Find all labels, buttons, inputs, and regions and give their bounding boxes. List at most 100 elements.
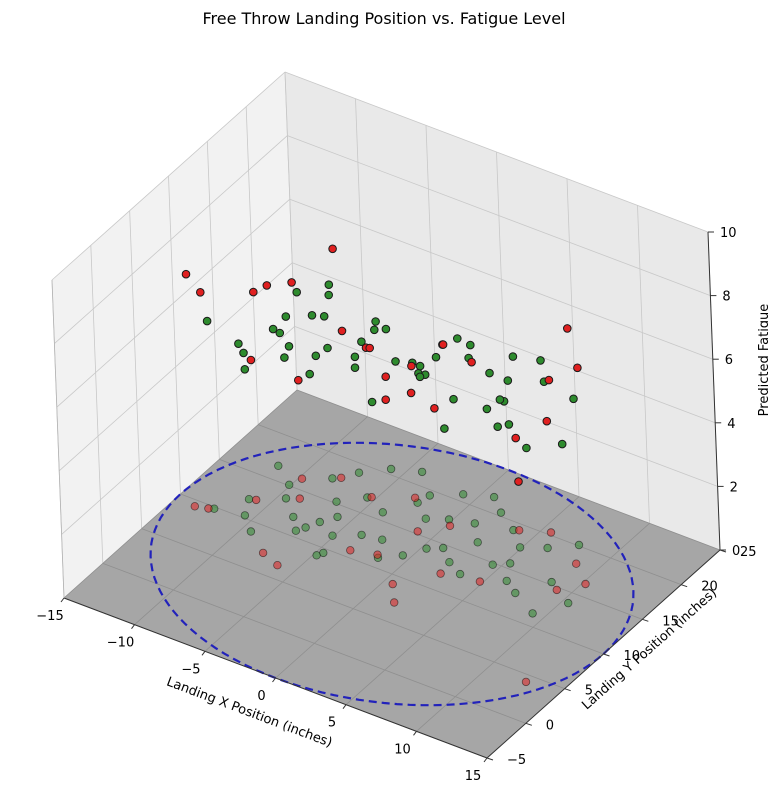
shadow-point-series-1 [552, 585, 561, 595]
data-point-series-1 [181, 269, 191, 279]
shadow-point-series-0 [445, 558, 454, 567]
y-tick-mark [681, 584, 688, 588]
data-point-series-1 [287, 278, 296, 287]
data-point-series-1 [294, 375, 303, 385]
shadow-point-series-1 [410, 493, 420, 502]
y-tick-mark [603, 653, 610, 657]
data-point-series-1 [381, 395, 391, 405]
shadow-point-series-0 [543, 543, 552, 553]
grid-line-z-right [287, 135, 711, 296]
shadow-point-series-1 [373, 550, 382, 559]
shadow-point-series-0 [378, 508, 387, 517]
data-point-series-0 [453, 334, 462, 343]
x-tick-mark [272, 677, 276, 683]
x-tick-label: −5 [181, 662, 200, 677]
data-point-series-0 [202, 316, 212, 326]
z-axis-line [707, 231, 721, 551]
grid-line-z-right [294, 326, 718, 487]
z-tick-label: 6 [725, 353, 733, 368]
shadow-point-series-0 [328, 474, 337, 483]
data-point-series-0 [240, 365, 250, 374]
y-tick-label: 20 [701, 580, 718, 595]
y-tick-label: 15 [662, 614, 679, 629]
floor-grid-line-y [102, 562, 526, 724]
x-tick-mark [201, 651, 206, 656]
shadow-point-series-0 [417, 467, 427, 477]
shadow-point-series-0 [301, 523, 310, 532]
shadow-point-series-0 [455, 569, 465, 579]
shadow-point-series-1 [388, 579, 397, 589]
data-point-series-0 [280, 353, 289, 362]
data-point-series-1 [406, 388, 416, 398]
grid-line-z-left [51, 71, 286, 281]
grid-line-x-back [637, 205, 650, 524]
y-tick-label: −5 [507, 753, 526, 768]
shadow-point-series-0 [244, 495, 254, 504]
grid-line-y-back [245, 106, 259, 425]
grid-line-x-back [566, 178, 580, 497]
shadow-point-series-0 [564, 598, 573, 608]
shadow-point-series-1 [295, 494, 304, 503]
x-tick-label: 10 [394, 742, 411, 757]
data-point-series-0 [440, 424, 449, 433]
data-point-series-0 [239, 348, 248, 358]
shadow-point-series-0 [315, 517, 324, 527]
data-point-series-0 [508, 352, 518, 361]
shadow-point-series-0 [574, 540, 584, 550]
data-point-series-0 [415, 361, 425, 371]
data-point-series-1 [337, 326, 347, 336]
data-point-series-1 [563, 324, 572, 333]
grid-line-z-right [289, 198, 713, 360]
grid-line-z-right [292, 262, 716, 424]
data-point-series-0 [323, 343, 332, 353]
y-tick-label: 0 [546, 718, 554, 733]
shadow-point-series-1 [475, 577, 485, 586]
data-point-series-0 [536, 356, 545, 365]
z-tick-label: 4 [727, 417, 735, 432]
grid-line-x-back [425, 125, 439, 444]
data-point-series-1 [328, 244, 337, 254]
data-point-series-0 [504, 420, 514, 429]
shadow-point-series-1 [204, 504, 213, 513]
data-point-series-1 [365, 343, 375, 353]
shadow-point-series-0 [398, 551, 407, 560]
data-point-series-0 [350, 352, 360, 362]
data-point-series-1 [514, 477, 523, 486]
shadow-point-series-1 [413, 527, 422, 536]
data-point-series-0 [357, 337, 366, 347]
data-point-series-1 [407, 361, 416, 371]
grid-line-z-left [58, 262, 293, 472]
y-tick-mark [642, 618, 649, 622]
shadow-point-series-0 [240, 511, 250, 520]
shadow-point-series-0 [459, 490, 468, 499]
shadow-point-series-0 [421, 514, 430, 523]
z-tick-label: 10 [720, 226, 737, 241]
shadow-point-series-0 [528, 609, 537, 618]
z-axis-label: Predicted Fatigue [757, 304, 768, 417]
floor-grid-line-y [296, 389, 721, 551]
data-point-series-0 [522, 443, 531, 453]
data-point-series-1 [511, 433, 521, 443]
shadow-point-series-0 [506, 559, 515, 568]
shadow-point-series-1 [521, 677, 531, 687]
data-point-series-0 [466, 340, 475, 350]
data-point-series-1 [573, 363, 582, 373]
data-point-series-0 [275, 328, 285, 338]
data-point-series-0 [449, 394, 458, 404]
shadow-point-series-0 [281, 494, 291, 503]
shadow-point-series-0 [289, 512, 298, 522]
y-tick-mark [525, 722, 532, 726]
data-point-series-0 [307, 311, 317, 320]
floor-plane [63, 389, 721, 759]
shadow-point-series-0 [425, 491, 434, 500]
x-tick-label: −10 [107, 636, 134, 651]
chart-title: Free Throw Landing Position vs. Fatigue … [202, 9, 565, 28]
y-tick-mark [486, 757, 494, 761]
shadow-point-series-1 [346, 546, 355, 555]
shadow-point-series-0 [547, 577, 556, 587]
data-point-series-1 [262, 281, 272, 290]
x-tick-mark [483, 757, 488, 763]
data-point-series-1 [467, 357, 476, 367]
